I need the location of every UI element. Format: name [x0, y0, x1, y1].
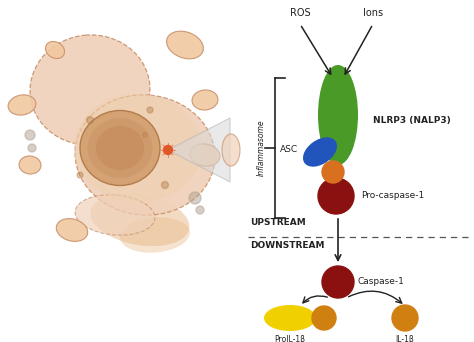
Circle shape: [322, 161, 344, 183]
Text: Inflammasome: Inflammasome: [256, 120, 265, 176]
Ellipse shape: [166, 31, 203, 59]
Text: Ions: Ions: [363, 8, 383, 18]
Circle shape: [77, 172, 83, 178]
Ellipse shape: [8, 95, 36, 115]
Text: IL-1β: IL-1β: [396, 335, 414, 342]
Ellipse shape: [74, 94, 202, 202]
Ellipse shape: [80, 110, 160, 185]
Ellipse shape: [222, 134, 240, 166]
Ellipse shape: [120, 217, 190, 253]
Ellipse shape: [96, 126, 144, 170]
Circle shape: [147, 107, 153, 113]
Ellipse shape: [303, 137, 337, 167]
Ellipse shape: [19, 156, 41, 174]
Text: NLRP3 (NALP3): NLRP3 (NALP3): [373, 116, 451, 124]
Circle shape: [28, 144, 36, 152]
Ellipse shape: [318, 65, 358, 165]
Ellipse shape: [190, 144, 220, 166]
Circle shape: [162, 182, 168, 188]
Text: Pro-caspase-1: Pro-caspase-1: [361, 192, 424, 200]
Ellipse shape: [30, 35, 150, 145]
Circle shape: [312, 306, 336, 330]
Text: UPSTREAM: UPSTREAM: [250, 218, 306, 227]
Circle shape: [86, 117, 93, 123]
Circle shape: [392, 305, 418, 331]
Ellipse shape: [91, 194, 190, 246]
Circle shape: [318, 178, 354, 214]
Circle shape: [164, 145, 173, 155]
Ellipse shape: [56, 219, 88, 241]
Ellipse shape: [75, 95, 215, 215]
Circle shape: [196, 206, 204, 214]
Ellipse shape: [192, 90, 218, 110]
Text: Caspase-1: Caspase-1: [358, 277, 405, 287]
Circle shape: [25, 130, 35, 140]
Ellipse shape: [88, 118, 153, 178]
Ellipse shape: [264, 305, 316, 331]
Ellipse shape: [46, 41, 64, 58]
Polygon shape: [168, 118, 230, 182]
Circle shape: [143, 132, 147, 137]
Text: ProIL-1β: ProIL-1β: [274, 335, 306, 342]
Circle shape: [322, 266, 354, 298]
Text: ROS: ROS: [290, 8, 310, 18]
Text: DOWNSTREAM: DOWNSTREAM: [250, 241, 325, 250]
Circle shape: [189, 192, 201, 204]
Text: ASC: ASC: [280, 145, 298, 155]
Ellipse shape: [75, 195, 155, 235]
